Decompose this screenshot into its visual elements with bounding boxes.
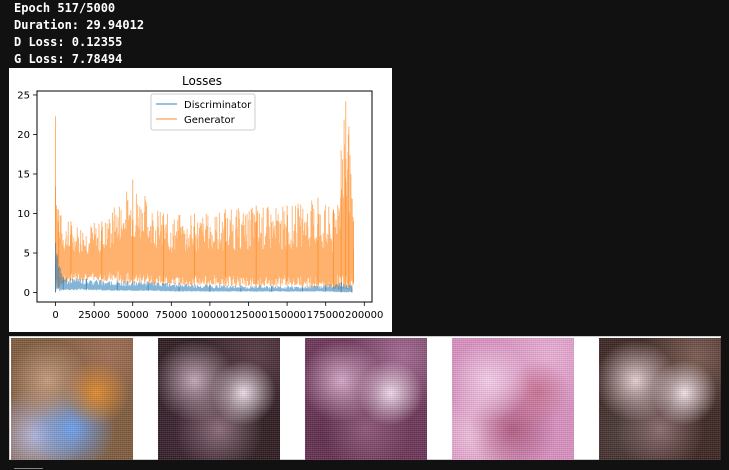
x-tick-label: 150000 <box>268 310 306 321</box>
generated-sample-1 <box>11 338 133 460</box>
x-tick-label: 75000 <box>155 310 187 321</box>
sample-noise-overlay <box>305 338 427 460</box>
next-log-line-text: ____ <box>14 463 94 470</box>
x-tick-label: 0 <box>52 310 58 321</box>
x-tick-label: 175000 <box>307 310 345 321</box>
g-loss-text: G Loss: 7.78494 <box>14 52 123 66</box>
y-tick-label: 5 <box>24 249 30 260</box>
y-tick-label: 25 <box>17 90 30 101</box>
generated-sample-5 <box>599 338 721 460</box>
y-tick-label: 20 <box>17 130 30 141</box>
y-tick-label: 15 <box>17 169 30 180</box>
x-tick-label: 100000 <box>191 310 229 321</box>
x-tick-label: 125000 <box>229 310 267 321</box>
sample-noise-overlay <box>158 338 280 460</box>
y-tick-label: 10 <box>17 209 30 220</box>
sample-noise-overlay <box>599 338 721 460</box>
loss-chart-svg: Losses 0 25000 50000 75000 100000 125000 15000… <box>17 74 383 321</box>
x-tick-label: 50000 <box>117 310 149 321</box>
loss-chart: Losses 0 25000 50000 75000 100000 125000 15000… <box>9 68 392 332</box>
legend: Discriminator Generator <box>150 93 256 131</box>
legend-label-discriminator: Discriminator <box>184 100 252 111</box>
next-log-line-partial: ____ <box>14 463 94 470</box>
series-layer <box>55 101 354 293</box>
axis-layer: 0 25000 50000 75000 100000 125000 150000 175000… <box>17 90 383 321</box>
legend-box <box>150 93 256 131</box>
sample-noise-overlay <box>452 338 574 460</box>
generated-sample-4 <box>452 338 574 460</box>
x-tick-label: 200000 <box>345 310 383 321</box>
x-tick-label: 25000 <box>78 310 110 321</box>
chart-title: Losses <box>182 74 222 88</box>
legend-label-generator: Generator <box>184 115 236 126</box>
d-loss-text: D Loss: 0.12355 <box>14 35 123 49</box>
generated-samples-panel <box>9 336 721 460</box>
y-tick-label: 0 <box>24 288 30 299</box>
epoch-text: Epoch 517/5000 <box>14 1 116 15</box>
generated-sample-3 <box>305 338 427 460</box>
generated-sample-2 <box>158 338 280 460</box>
duration-text: Duration: 29.94012 <box>14 18 145 32</box>
sample-noise-overlay <box>11 338 133 460</box>
